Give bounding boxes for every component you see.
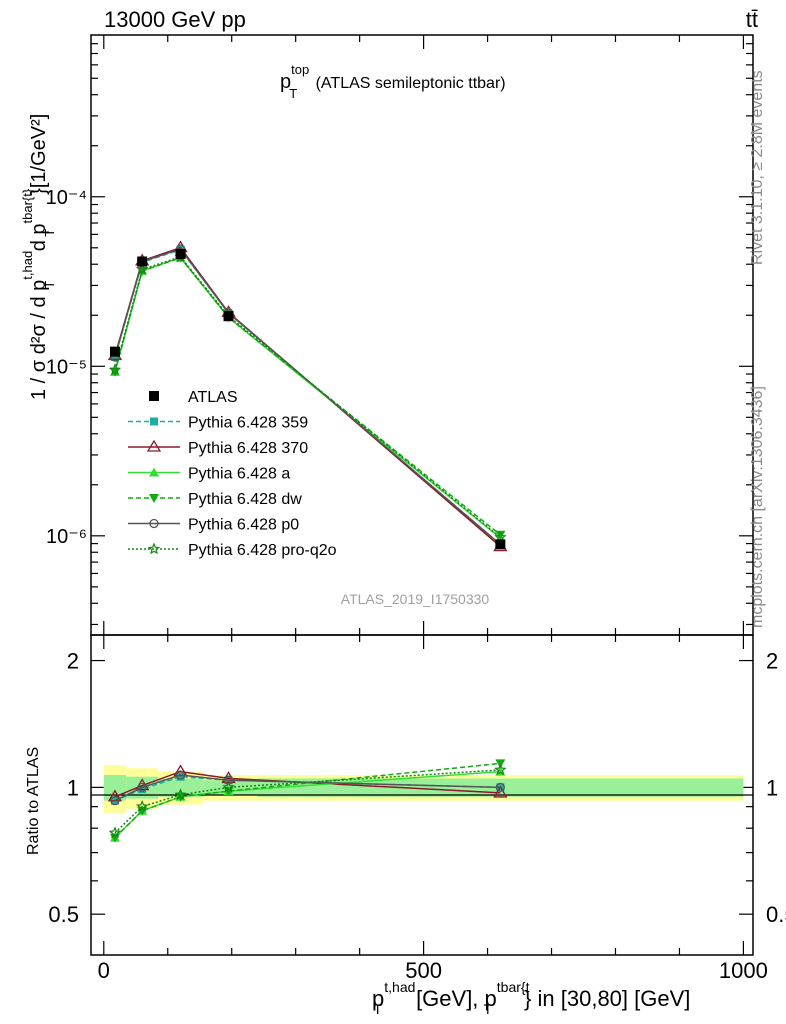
ratio-series-point xyxy=(174,788,187,801)
legend-label: Pythia 6.428 pro-q2o xyxy=(188,542,337,559)
ratio-series-point xyxy=(223,775,234,785)
legend-marker xyxy=(150,417,158,426)
plot-title-sup: top xyxy=(291,62,309,77)
x-tick-label: 0 xyxy=(98,958,110,983)
y-tick-label: 10⁻⁵ xyxy=(46,356,87,378)
plot-title-sub: T xyxy=(289,86,297,101)
ratio-axis-ticks: 2 2 1 1 0.5 0.5 xyxy=(48,649,786,928)
rivet-version: Rivet 3.1.10, ≥ 2.8M events xyxy=(749,70,766,265)
series-point xyxy=(495,530,506,540)
ratio-series-point xyxy=(494,763,507,776)
ratio-series-point xyxy=(108,826,122,839)
legend-marker xyxy=(149,518,159,529)
ratio-series-line xyxy=(114,769,501,834)
main-series-group xyxy=(107,240,508,552)
series-line xyxy=(114,248,501,545)
ratio-band-stat xyxy=(158,778,203,797)
atlas-data-point xyxy=(223,311,234,322)
ratio-series-point xyxy=(495,782,506,793)
series-line xyxy=(114,246,501,548)
ratio-series-point xyxy=(175,770,186,780)
ratio-series-point xyxy=(135,800,149,812)
ratio-tick-label-right: 1 xyxy=(766,775,778,800)
legend-marker xyxy=(149,467,159,477)
ratio-tick-label-left: 2 xyxy=(67,649,79,674)
ratio-tick-label-left: 0.5 xyxy=(48,902,79,927)
x-axis-ticks: 0 500 1000 xyxy=(98,35,768,983)
y-axis-label-main: 1 / σ d²σ / d pt,hadT d ptbar{t}T}[1/GeV… xyxy=(20,114,57,400)
plot-title: ptop T (ATLAS semileptonic ttbar) xyxy=(280,62,506,101)
plot-title-p: p xyxy=(280,71,291,93)
series-point xyxy=(108,363,122,376)
main-axis-ticks: 10⁻⁴ 10⁻⁵ 10⁻⁶ xyxy=(46,43,753,626)
legend-label: Pythia 6.428 p0 xyxy=(188,517,299,534)
legend-label: Pythia 6.428 359 xyxy=(188,415,308,432)
process-label: tt̄ xyxy=(746,7,758,32)
ratio-tick-label-left: 1 xyxy=(67,775,79,800)
atlas-data-point xyxy=(109,346,120,357)
ratio-series-line xyxy=(114,774,501,802)
legend: ATLAS Pythia 6.428 359 Pythia 6.428 370 Pyt… xyxy=(128,389,337,559)
analysis-id: ATLAS_2019_I1750330 xyxy=(341,591,490,607)
ratio-series-point xyxy=(110,795,120,806)
legend-label: Pythia 6.428 dw xyxy=(188,491,302,508)
x-tick-label: 500 xyxy=(405,958,442,983)
atlas-data-point xyxy=(137,256,148,267)
legend-marker xyxy=(147,542,161,555)
legend-label: Pythia 6.428 370 xyxy=(188,440,308,457)
ratio-series-point xyxy=(176,772,185,781)
x-tick-label: 1000 xyxy=(719,958,768,983)
ratio-tick-label-right: 0.5 xyxy=(766,902,786,927)
ratio-series-point xyxy=(222,780,235,793)
ratio-series-group xyxy=(107,759,508,843)
legend-label: ATLAS xyxy=(188,389,238,406)
x-axis-label: pt,had T [GeV], ptbar{t T} in [30,80] [GeV… xyxy=(372,979,690,1017)
plot-title-rest: (ATLAS semileptonic ttbar) xyxy=(311,75,505,92)
legend-label: Pythia 6.428 a xyxy=(188,466,290,483)
y-tick-label: 10⁻⁴ xyxy=(46,187,87,209)
atlas-data-point xyxy=(175,248,186,259)
series-line xyxy=(114,256,501,536)
ratio-series-point xyxy=(107,789,123,802)
ratio-series-point xyxy=(137,782,147,793)
ratio-tick-label-right: 2 xyxy=(766,649,778,674)
y-axis-label-ratio: Ratio to ATLAS xyxy=(25,747,42,855)
y-tick-label: 10⁻⁶ xyxy=(46,526,87,548)
series-point xyxy=(110,352,119,361)
ratio-series-point xyxy=(493,785,508,798)
mcplots-credit: mcplots.cern.ch [arXiv:1306.3436] xyxy=(749,386,766,628)
series-point xyxy=(135,262,149,275)
legend-marker xyxy=(149,494,159,503)
legend-marker xyxy=(149,391,159,401)
legend-marker xyxy=(146,439,162,452)
atlas-data-point xyxy=(495,539,506,550)
energy-label: 13000 GeV pp xyxy=(104,7,246,32)
series-line xyxy=(114,248,501,545)
